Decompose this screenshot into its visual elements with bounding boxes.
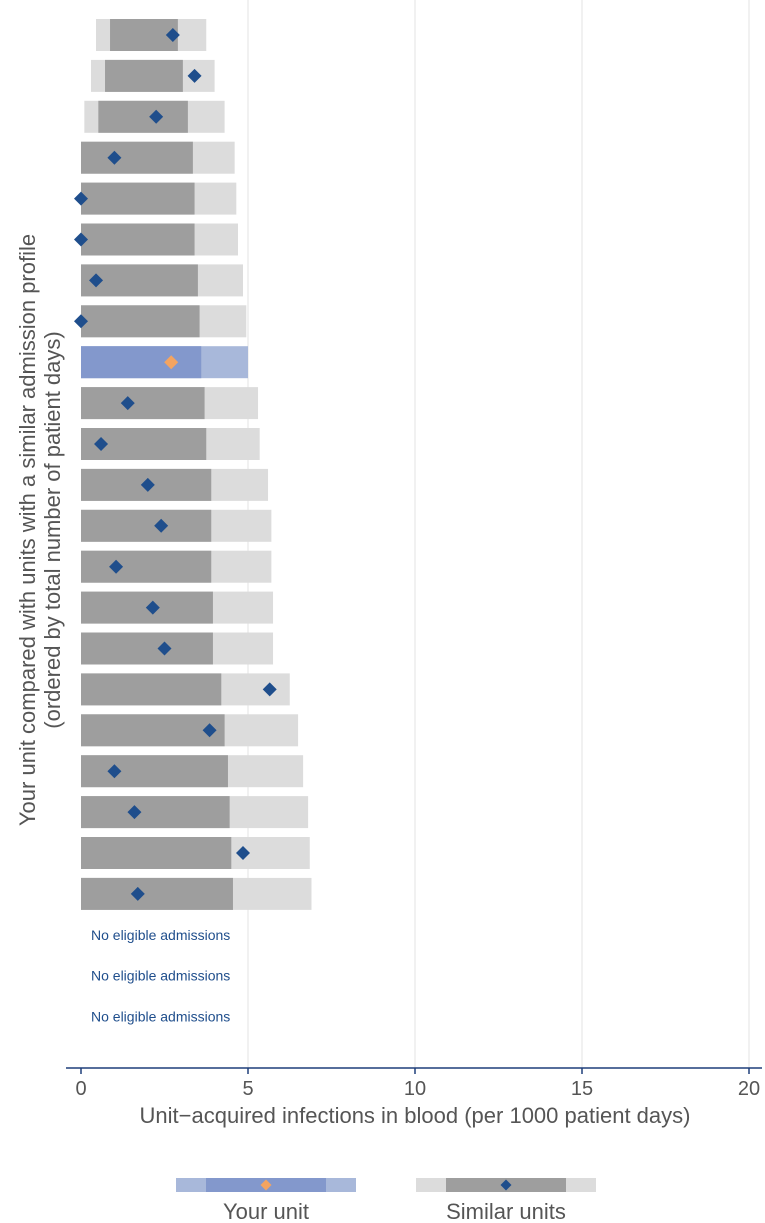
no-eligible-admissions-label: No eligible admissions — [91, 1009, 230, 1025]
value-marker — [165, 28, 180, 42]
legend: Your unit Similar units — [176, 1178, 596, 1223]
no-eligible-admissions-label: No eligible admissions — [91, 968, 230, 984]
inner-range-bar — [81, 305, 200, 338]
value-marker — [94, 437, 109, 451]
similar-unit-row — [81, 428, 260, 460]
similar-unit-row — [81, 387, 259, 420]
inner-range-bar — [81, 796, 230, 829]
no-eligible-admissions-label: No eligible admissions — [91, 927, 230, 943]
x-tick-label: 0 — [75, 1078, 86, 1100]
inner-range-bar — [81, 182, 195, 215]
similar-unit-row — [81, 264, 243, 297]
inner-range-bar — [81, 632, 213, 665]
similar-unit-row — [81, 837, 310, 869]
value-marker — [187, 68, 202, 83]
x-tick-label: 15 — [571, 1078, 593, 1100]
value-marker — [164, 355, 179, 370]
value-marker — [140, 477, 155, 492]
legend-item-your: Your unit — [176, 1178, 356, 1223]
x-tick-label: 20 — [738, 1078, 760, 1100]
similar-unit-row — [81, 632, 274, 665]
similar-unit-row — [84, 100, 225, 133]
legend-item-similar: Similar units — [416, 1178, 596, 1223]
value-marker — [235, 846, 250, 860]
similar-unit-row — [96, 19, 207, 51]
value-marker — [127, 805, 142, 820]
similar-unit-row — [91, 59, 215, 92]
inner-range-bar — [81, 346, 202, 379]
similar-unit-row — [81, 550, 272, 583]
value-marker — [154, 518, 169, 533]
y-axis-title-line2: (ordered by total number of patient days… — [40, 331, 65, 728]
value-marker — [74, 191, 88, 206]
value-marker — [145, 600, 160, 615]
x-tick-label: 10 — [404, 1078, 426, 1100]
bars-layer: No eligible admissions No eligible admiss… — [74, 19, 312, 1025]
inner-range-bar — [81, 673, 222, 706]
inner-range-bar — [81, 837, 232, 869]
legend-label: Your unit — [223, 1199, 309, 1223]
similar-unit-row — [81, 714, 299, 747]
your-unit-row — [81, 346, 248, 379]
similar-unit-row — [74, 305, 247, 338]
y-axis-title: Your unit compared with units with a sim… — [15, 234, 65, 826]
value-marker — [107, 150, 122, 165]
value-marker — [109, 559, 124, 574]
value-marker — [74, 232, 88, 247]
similar-unit-row — [74, 223, 238, 256]
x-axis: 0 5 10 15 20 — [66, 1067, 762, 1100]
legend-marker — [260, 1179, 272, 1191]
similar-unit-row — [81, 673, 290, 706]
value-marker — [157, 641, 172, 656]
inner-range-bar — [81, 509, 212, 542]
value-marker — [74, 314, 88, 329]
legend-label: Similar units — [446, 1199, 566, 1223]
value-marker — [130, 886, 145, 901]
similar-unit-row — [81, 877, 312, 910]
value-marker — [262, 682, 277, 697]
inner-range-bar — [81, 877, 233, 910]
similar-unit-row — [81, 796, 309, 829]
x-axis-title: Unit−acquired infections in blood (per 1… — [140, 1103, 691, 1128]
similar-unit-row — [81, 591, 274, 624]
inner-range-bar — [98, 100, 188, 133]
inner-range-bar — [81, 141, 193, 174]
similar-unit-row — [81, 141, 235, 174]
inner-range-bar — [81, 714, 225, 747]
similar-unit-row — [81, 509, 272, 542]
legend-marker — [500, 1179, 512, 1191]
value-marker — [202, 723, 217, 738]
inner-range-bar — [81, 223, 195, 256]
inner-range-bar — [81, 550, 212, 583]
grid-layer — [247, 0, 750, 1068]
similar-unit-row — [74, 182, 237, 215]
inner-range-bar — [81, 387, 205, 420]
y-axis-title-line1: Your unit compared with units with a sim… — [15, 234, 40, 826]
x-tick-label: 5 — [242, 1078, 253, 1100]
value-marker — [120, 396, 135, 411]
similar-unit-row — [81, 468, 269, 501]
value-marker — [89, 273, 104, 288]
value-marker — [107, 764, 122, 779]
value-marker — [149, 109, 164, 124]
similar-unit-row — [81, 755, 304, 788]
inner-range-bar — [81, 755, 228, 788]
inner-range-bar — [105, 59, 183, 92]
